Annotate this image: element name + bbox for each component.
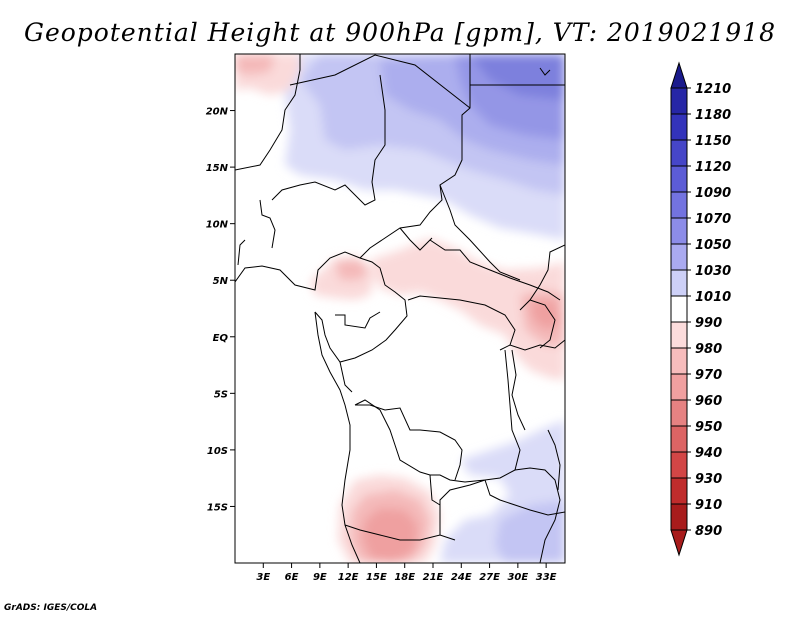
colorbar-segment <box>670 139 688 167</box>
lon-tick-label: 18E <box>394 572 415 583</box>
colorbar-label: 1120 <box>695 160 731 175</box>
colorbar-label: 890 <box>695 524 722 539</box>
colorbar-segment <box>670 321 688 349</box>
colorbar-label: 1180 <box>695 108 731 123</box>
lon-tick-label: 33E <box>536 572 557 583</box>
height-field <box>235 54 565 563</box>
colorbar-segment <box>670 503 688 531</box>
colorbar-bottom-arrow <box>670 529 688 557</box>
colorbar-segment <box>670 113 688 141</box>
lat-tick-label: 10N <box>206 220 229 231</box>
lon-tick-label: 21E <box>423 572 444 583</box>
colorbar-segment <box>670 295 688 323</box>
lon-tick-label: 24E <box>451 572 472 583</box>
colorbar-segment <box>670 373 688 401</box>
colorbar-segment <box>670 269 688 297</box>
country-borders <box>235 54 565 563</box>
colorbar-segment <box>670 191 688 219</box>
colorbar-segment <box>670 451 688 479</box>
colorbar-label: 980 <box>695 342 722 357</box>
colorbar-label: 950 <box>695 420 722 435</box>
lon-tick-label: 27E <box>479 572 500 583</box>
lat-tick-label: EQ <box>213 333 229 344</box>
colorbar-segment <box>670 165 688 193</box>
colorbar-label: 910 <box>695 498 722 513</box>
colorbar-segment <box>670 217 688 245</box>
lon-tick-label: 12E <box>338 572 359 583</box>
longitude-axis: 3E 6E 9E 12E 15E 18E 21E 24E 27E 30E 33E <box>256 563 557 583</box>
lat-tick-label: 20N <box>206 107 229 118</box>
colorbar-label: 1050 <box>695 238 731 253</box>
grads-credit: GrADS: IGES/COLA <box>4 603 98 613</box>
lon-tick-label: 3E <box>256 572 270 583</box>
colorbar-label: 960 <box>695 394 722 409</box>
colorbar-label: 990 <box>695 316 722 331</box>
colorbar-label: 1090 <box>695 186 731 201</box>
colorbar-top-arrow <box>670 61 688 89</box>
colorbar-segment <box>670 87 688 115</box>
colorbar-label: 1070 <box>695 212 731 227</box>
lat-tick-label: 5N <box>213 276 229 287</box>
lon-tick-label: 9E <box>313 572 327 583</box>
lat-tick-label: 10S <box>207 446 228 457</box>
colorbar-label: 1010 <box>695 290 731 305</box>
colorbar-label: 1150 <box>695 134 731 149</box>
lat-tick-label: 5S <box>214 389 228 400</box>
colorbar-label: 930 <box>695 472 722 487</box>
lon-tick-label: 15E <box>366 572 387 583</box>
colorbar-label: 1030 <box>695 264 731 279</box>
lon-tick-label: 6E <box>285 572 299 583</box>
lat-tick-label: 15S <box>207 502 228 513</box>
colorbar: 1210 1180 1150 1120 1090 1070 1050 1030 1010 990 9… <box>670 61 731 557</box>
colorbar-segment <box>670 243 688 271</box>
map-title: Geopotential Height at 900hPa [gpm], VT:… <box>23 18 777 47</box>
map-frame <box>234 53 566 564</box>
lat-tick-label: 15N <box>206 163 229 174</box>
colorbar-segment <box>670 425 688 453</box>
lon-tick-label: 30E <box>507 572 528 583</box>
colorbar-segment <box>670 347 688 375</box>
colorbar-label: 940 <box>695 446 722 461</box>
colorbar-segment <box>670 399 688 427</box>
colorbar-segment <box>670 477 688 505</box>
latitude-axis: 20N 15N 10N 5N EQ 5S 10S 15S <box>206 107 235 513</box>
colorbar-label: 970 <box>695 368 722 383</box>
colorbar-label: 1210 <box>695 82 731 97</box>
